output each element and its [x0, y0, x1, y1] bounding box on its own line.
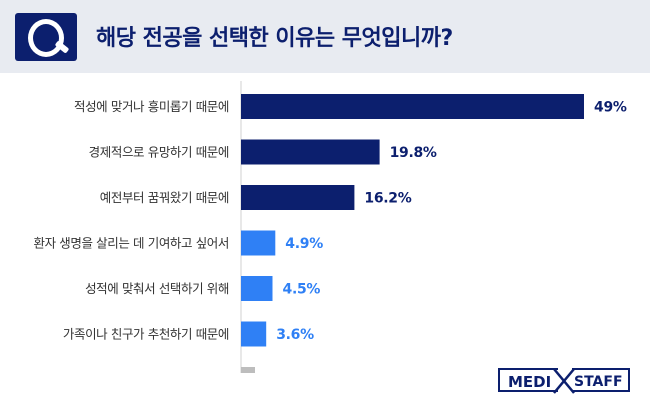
bar-6: [241, 367, 255, 373]
medistaff-logo: MEDI STAFF: [498, 368, 630, 394]
category-label-3: 환자 생명을 살리는 데 기여하고 싶어서: [34, 236, 229, 251]
value-label-5: 3.6%: [276, 327, 314, 343]
category-label-4: 성적에 맞춰서 선택하기 위해: [85, 281, 229, 296]
category-label-1: 경제적으로 유망하기 때문에: [89, 145, 229, 160]
bar-2: [241, 185, 355, 210]
value-label-4: 4.5%: [283, 282, 321, 298]
bar-1: [241, 139, 380, 165]
q-badge: [15, 13, 77, 61]
value-label-3: 4.9%: [285, 236, 323, 252]
value-label-6: 2%: [265, 373, 288, 374]
category-label-0: 적성에 맞거나 흥미롭기 때문에: [74, 99, 229, 114]
value-label-0: 49%: [594, 100, 627, 116]
category-label-5: 가족이나 친구가 추천하기 때문에: [63, 327, 229, 342]
bar-4: [241, 276, 273, 301]
bar-3: [241, 230, 276, 256]
header-band: 해당 전공을 선택한 이유는 무엇입니까?: [0, 0, 650, 73]
value-label-1: 19.8%: [390, 145, 437, 161]
category-label-6: 기타: [207, 372, 230, 373]
logo-right-text: STAFF: [572, 368, 630, 392]
q-letter-icon: [28, 19, 64, 57]
logo-x-icon: [553, 368, 575, 394]
bar-0: [241, 94, 584, 119]
bar-chart: 적성에 맞거나 흥미롭기 때문에 49% 경제적으로 유망하기 때문에 19.8% 예전…: [34, 81, 627, 374]
value-label-2: 16.2%: [364, 191, 411, 207]
page-title: 해당 전공을 선택한 이유는 무엇입니까?: [96, 26, 453, 51]
category-label-2: 예전부터 꿈꿔왔기 때문에: [100, 190, 229, 205]
logo-left-text: MEDI: [498, 368, 558, 392]
bar-5: [241, 321, 267, 347]
